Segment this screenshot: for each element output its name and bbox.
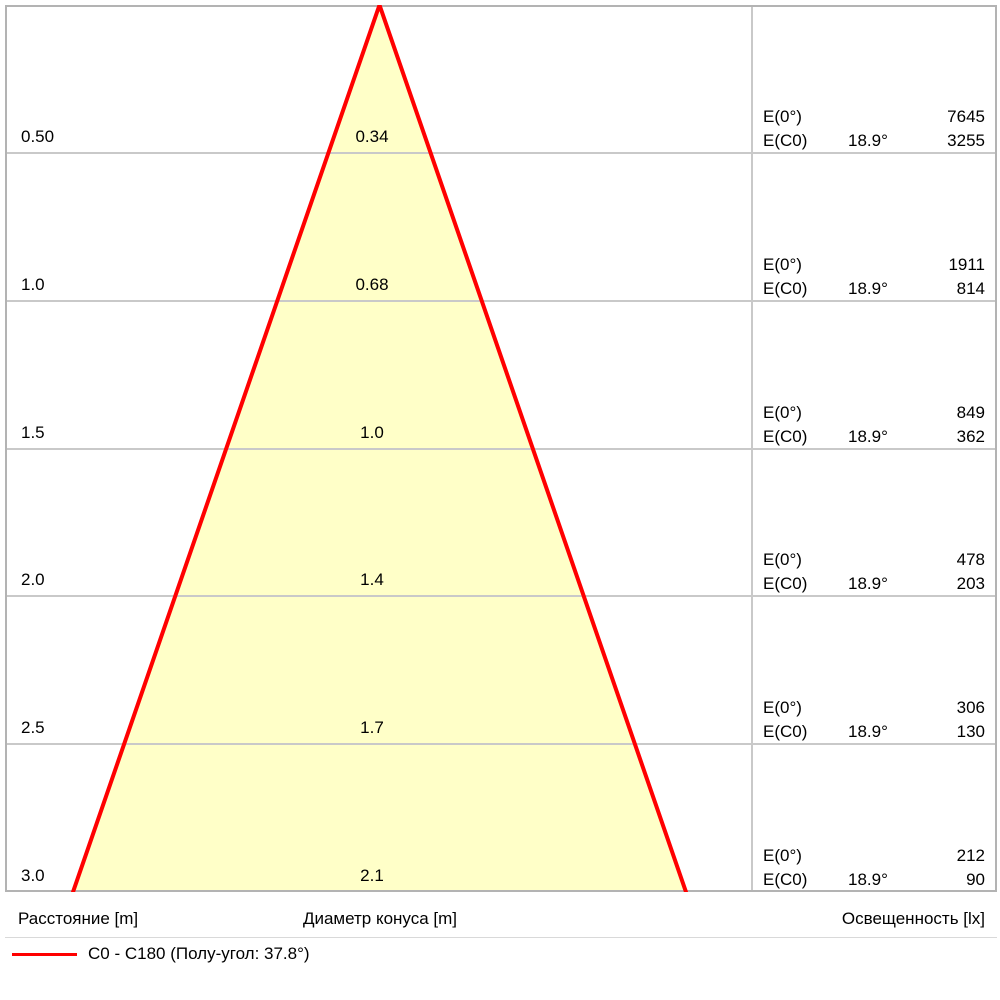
ec0-value: 362 <box>956 427 985 446</box>
light-cone-edges <box>71 5 688 892</box>
cone-diagram-svg <box>5 5 997 892</box>
ec0-angle: 18.9° <box>848 574 888 593</box>
legend-red-line-icon <box>12 953 77 956</box>
e0-label: E(0°) <box>763 550 802 569</box>
e0-row: E(0°) 478 <box>763 550 985 570</box>
ec0-angle: 18.9° <box>848 427 888 446</box>
ec0-label: E(C0) <box>763 427 808 446</box>
e0-label: E(0°) <box>763 255 802 274</box>
e0-value: 1911 <box>948 255 985 274</box>
e0-row: E(0°) 306 <box>763 698 985 718</box>
diameter-label: 2.1 <box>360 866 384 885</box>
e0-row: E(0°) 7645 <box>763 107 985 127</box>
distance-label: 1.0 <box>21 275 45 294</box>
ec0-value: 3255 <box>947 131 985 150</box>
legend-separator <box>5 937 997 938</box>
ec0-row: E(C0) 18.9° 814 <box>763 279 985 299</box>
e0-label: E(0°) <box>763 846 802 865</box>
diameter-label: 1.7 <box>360 718 384 737</box>
distance-label: 1.5 <box>21 423 45 442</box>
ec0-angle: 18.9° <box>848 722 888 741</box>
diameter-label: 1.0 <box>360 423 384 442</box>
ec0-value: 130 <box>956 722 985 741</box>
ec0-row: E(C0) 18.9° 90 <box>763 870 985 890</box>
ec0-label: E(C0) <box>763 574 808 593</box>
legend-label: C0 - C180 (Полу-угол: 37.8°) <box>88 944 310 963</box>
ec0-row: E(C0) 18.9° 3255 <box>763 131 985 151</box>
ec0-value: 814 <box>956 279 985 298</box>
diameter-label: 0.68 <box>355 275 389 294</box>
ec0-angle: 18.9° <box>848 131 888 150</box>
distance-axis-title: Расстояние [m] <box>18 909 139 928</box>
distance-label: 2.0 <box>21 570 45 589</box>
ec0-row: E(C0) 18.9° 130 <box>763 722 985 742</box>
ec0-label: E(C0) <box>763 870 808 889</box>
diameter-label: 1.4 <box>360 570 384 589</box>
ec0-label: E(C0) <box>763 131 808 150</box>
ec0-label: E(C0) <box>763 279 808 298</box>
cone-edge-right <box>377 5 688 892</box>
e0-value: 849 <box>956 403 985 422</box>
e0-value: 306 <box>956 698 985 717</box>
ec0-value: 203 <box>956 574 985 593</box>
e0-label: E(0°) <box>763 403 802 422</box>
illuminance-axis-title: Освещенность [lx] <box>841 909 985 928</box>
e0-row: E(0°) 212 <box>763 846 985 866</box>
ec0-angle: 18.9° <box>848 870 888 889</box>
e0-value: 212 <box>956 846 985 865</box>
cone-edge-left <box>71 5 382 892</box>
ec0-angle: 18.9° <box>848 279 888 298</box>
diameter-axis-title: Диаметр конуса [m] <box>302 909 458 928</box>
diameter-label: 0.34 <box>355 127 389 146</box>
ec0-label: E(C0) <box>763 722 808 741</box>
distance-label: 3.0 <box>21 866 45 885</box>
grid-lines <box>5 5 997 892</box>
e0-value: 478 <box>956 550 985 569</box>
e0-label: E(0°) <box>763 107 802 126</box>
e0-value: 7645 <box>947 107 985 126</box>
chart-border <box>5 5 997 892</box>
ec0-row: E(C0) 18.9° 203 <box>763 574 985 594</box>
cone-chart: 0.50 0.34 E(0°) 7645 E(C0) 18.9° 3255 1.… <box>5 5 997 892</box>
distance-label: 2.5 <box>21 718 45 737</box>
distance-label: 0.50 <box>21 127 55 146</box>
e0-row: E(0°) 1911 <box>763 255 985 275</box>
e0-row: E(0°) 849 <box>763 403 985 423</box>
ec0-row: E(C0) 18.9° 362 <box>763 427 985 447</box>
e0-label: E(0°) <box>763 698 802 717</box>
ec0-value: 90 <box>966 870 985 889</box>
